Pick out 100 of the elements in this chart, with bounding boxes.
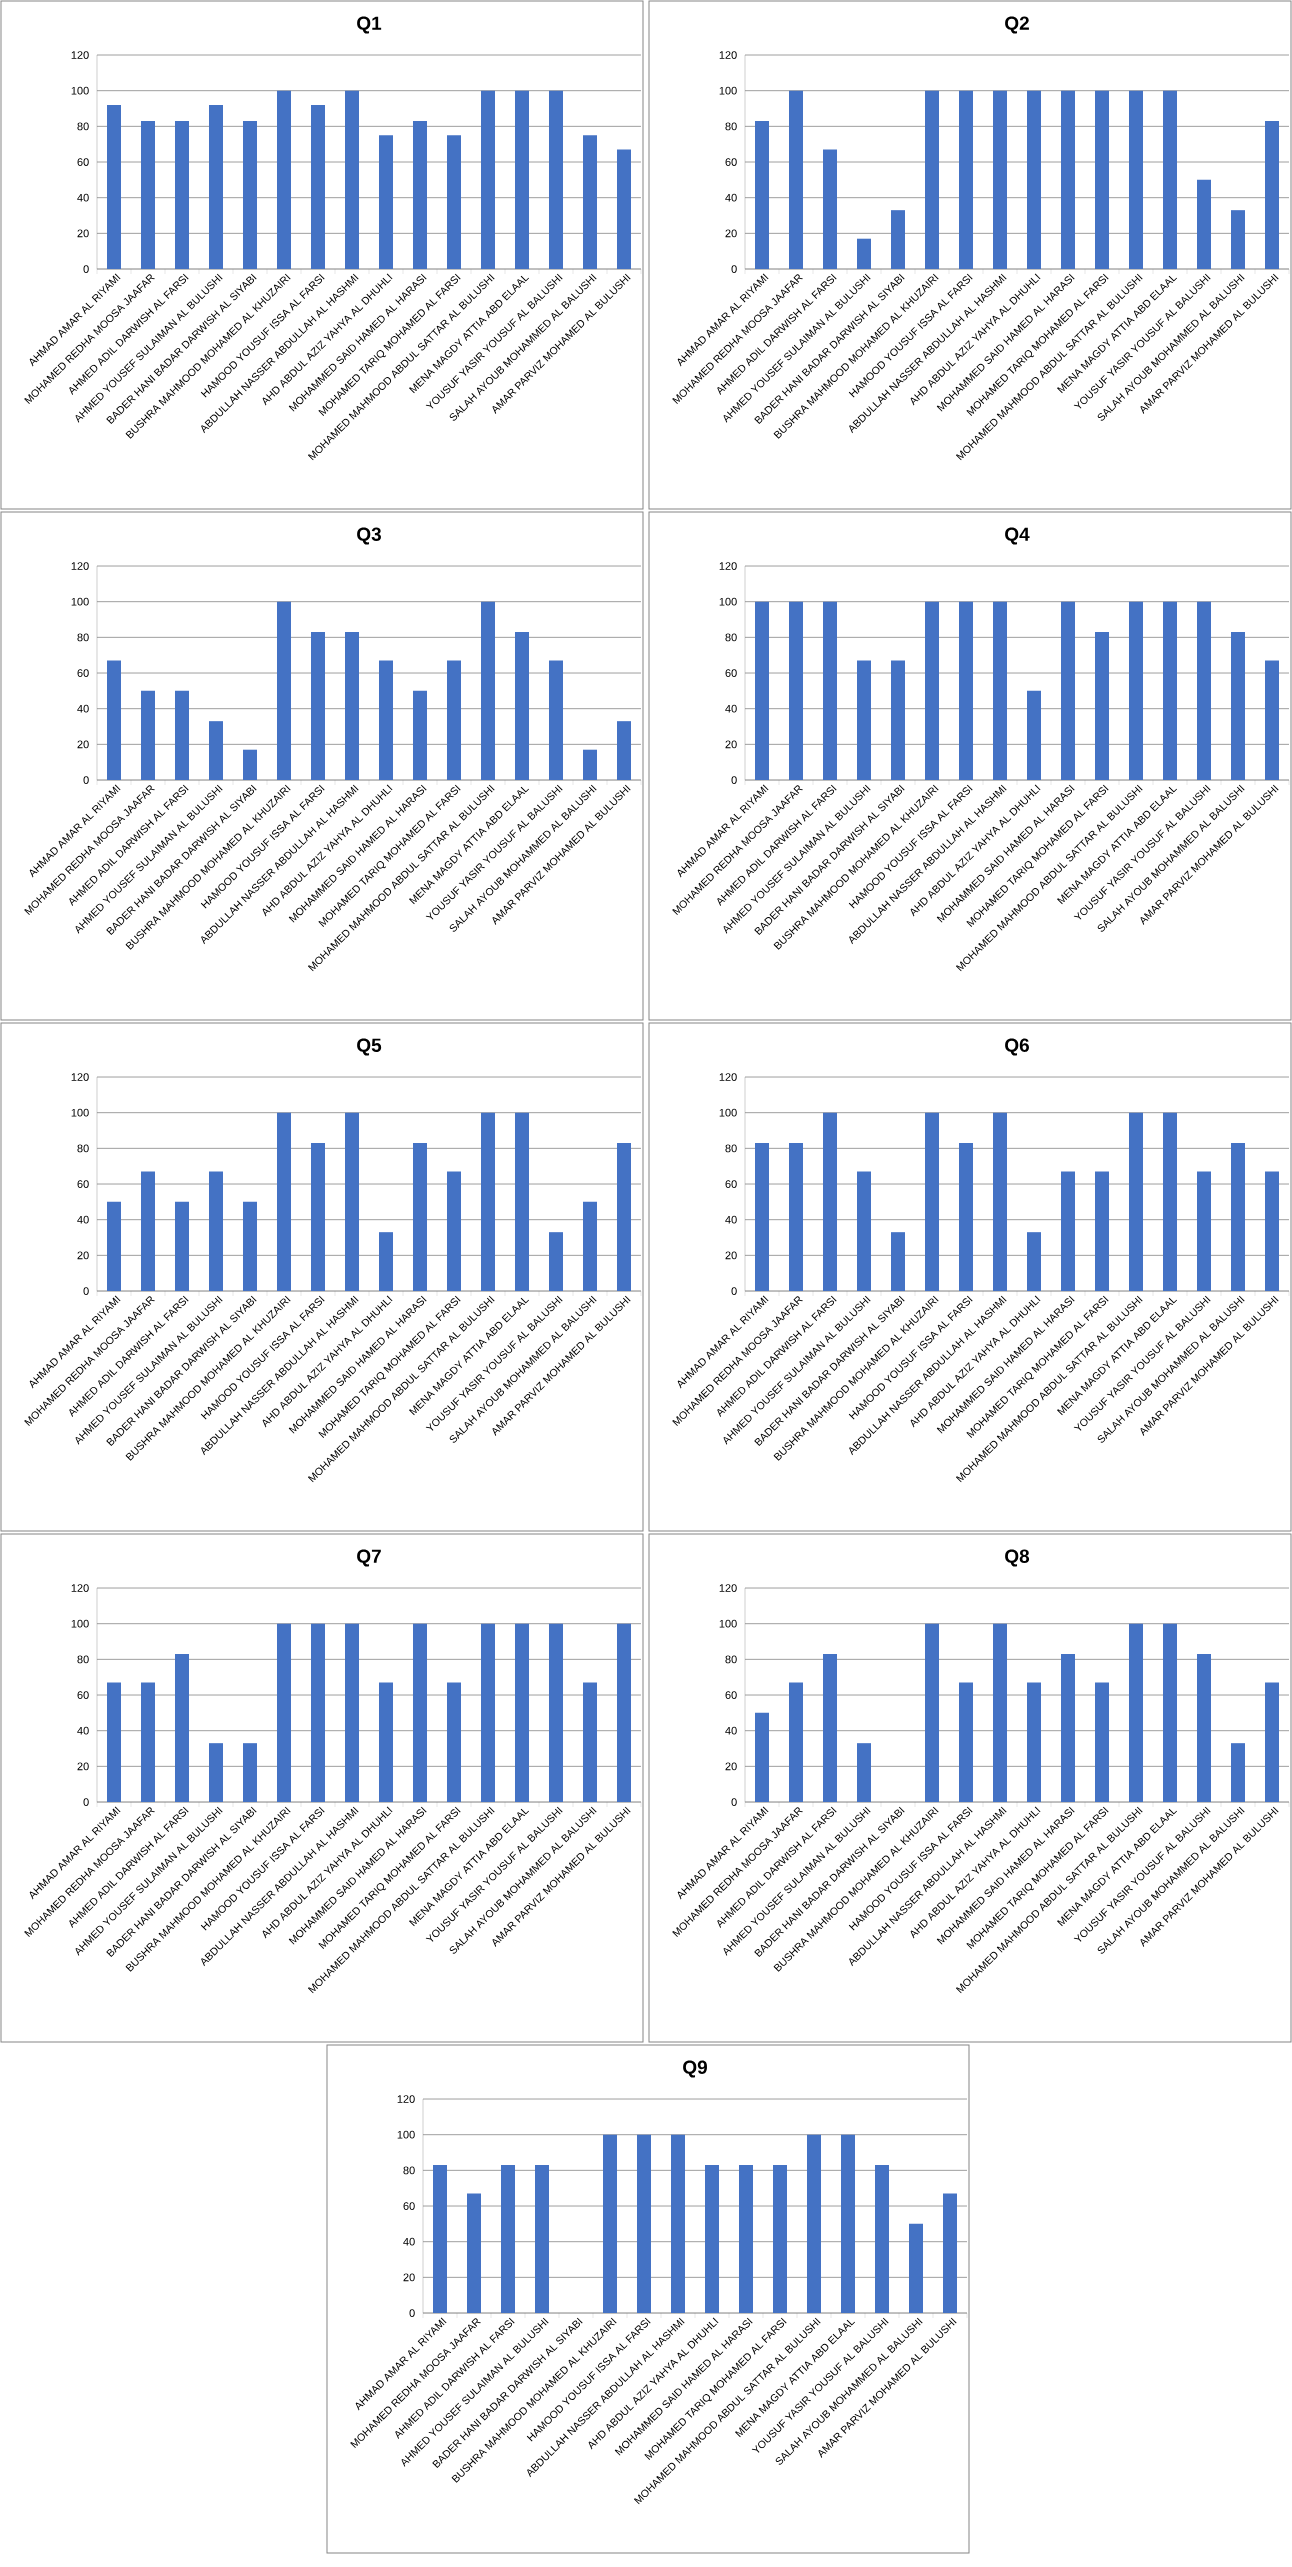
bar — [993, 90, 1007, 270]
bar — [379, 660, 393, 781]
bar — [891, 1232, 905, 1292]
y-tick-label: 120 — [719, 1584, 737, 1592]
bar — [959, 1143, 973, 1292]
bar — [1197, 179, 1211, 270]
y-tick-label: 0 — [83, 776, 89, 784]
y-tick-label: 80 — [725, 633, 737, 642]
chart-title: Q5 — [357, 1038, 382, 1056]
bar — [1061, 90, 1075, 270]
bar — [959, 90, 973, 270]
bar — [243, 749, 257, 781]
bar — [345, 1623, 359, 1803]
y-tick-label: 120 — [71, 1584, 89, 1592]
y-tick-label: 0 — [83, 1287, 89, 1295]
bar — [413, 1623, 427, 1803]
bar — [705, 2165, 719, 2314]
bar — [993, 601, 1007, 781]
y-tick-label: 60 — [725, 1691, 737, 1699]
bar — [857, 1171, 871, 1292]
bar — [413, 121, 427, 270]
bar — [447, 1171, 461, 1292]
y-tick-label: 80 — [725, 122, 737, 131]
bar — [209, 104, 223, 270]
y-tick-label: 0 — [83, 1798, 89, 1806]
y-tick-label: 100 — [71, 1619, 89, 1628]
bar — [1231, 1143, 1245, 1292]
bar — [891, 660, 905, 781]
bar — [617, 1623, 631, 1803]
bar — [277, 601, 291, 781]
bar — [1231, 210, 1245, 270]
bar — [909, 2223, 923, 2314]
bar — [141, 121, 155, 270]
y-tick-label: 120 — [719, 1073, 737, 1081]
bar — [583, 1682, 597, 1803]
chart-title: Q8 — [1005, 1549, 1030, 1567]
bar — [1095, 632, 1109, 781]
bar — [617, 721, 631, 781]
bar — [433, 2165, 447, 2314]
bar — [1163, 1112, 1177, 1292]
bar — [1265, 1682, 1279, 1803]
bar — [1197, 1654, 1211, 1803]
y-tick-label: 20 — [77, 740, 89, 749]
y-tick-label: 40 — [725, 704, 737, 713]
y-tick-label: 20 — [77, 1251, 89, 1260]
bar — [107, 1201, 121, 1292]
bar — [1265, 1171, 1279, 1292]
y-tick-label: 40 — [77, 193, 89, 202]
bar — [535, 2165, 549, 2314]
bar — [311, 632, 325, 781]
y-tick-label: 40 — [77, 1215, 89, 1224]
chart-title: Q3 — [357, 527, 381, 545]
y-tick-label: 100 — [71, 1108, 89, 1117]
bar — [1197, 1171, 1211, 1292]
bar — [1061, 1654, 1075, 1803]
bar — [345, 90, 359, 270]
bar — [1095, 1171, 1109, 1292]
bar — [107, 1682, 121, 1803]
y-tick-label: 120 — [71, 1073, 89, 1081]
bar — [481, 1623, 495, 1803]
bar — [773, 2165, 787, 2314]
bar — [1231, 632, 1245, 781]
bar — [447, 1682, 461, 1803]
bar — [501, 2165, 515, 2314]
y-tick-label: 100 — [71, 597, 89, 606]
y-tick-label: 100 — [719, 1108, 737, 1117]
bar — [1027, 90, 1041, 270]
bar — [379, 135, 393, 270]
bar — [515, 632, 529, 781]
bar — [1163, 601, 1177, 781]
bar — [311, 1143, 325, 1292]
y-tick-label: 60 — [77, 1691, 89, 1699]
y-tick-label: 20 — [725, 1251, 737, 1260]
bar — [413, 1143, 427, 1292]
bar — [481, 90, 495, 270]
bar — [925, 90, 939, 270]
y-tick-label: 20 — [725, 1762, 737, 1771]
bar — [107, 660, 121, 781]
bar — [1061, 601, 1075, 781]
y-tick-label: 60 — [725, 669, 737, 677]
bar — [311, 1623, 325, 1803]
bar — [549, 1623, 563, 1803]
y-tick-label: 60 — [77, 669, 89, 677]
y-tick-label: 120 — [719, 562, 737, 570]
y-tick-label: 100 — [719, 597, 737, 606]
bar — [243, 1743, 257, 1803]
y-tick-label: 20 — [725, 229, 737, 238]
bar — [789, 1143, 803, 1292]
y-tick-label: 60 — [403, 2202, 415, 2210]
bar — [1265, 121, 1279, 270]
bar — [141, 1682, 155, 1803]
y-tick-label: 40 — [725, 193, 737, 202]
bar — [277, 1623, 291, 1803]
y-tick-label: 120 — [71, 562, 89, 570]
y-tick-label: 40 — [403, 2237, 415, 2246]
bar — [481, 601, 495, 781]
y-tick-label: 100 — [397, 2130, 415, 2139]
bar — [1197, 601, 1211, 781]
y-tick-label: 80 — [403, 2166, 415, 2175]
bar — [141, 690, 155, 781]
